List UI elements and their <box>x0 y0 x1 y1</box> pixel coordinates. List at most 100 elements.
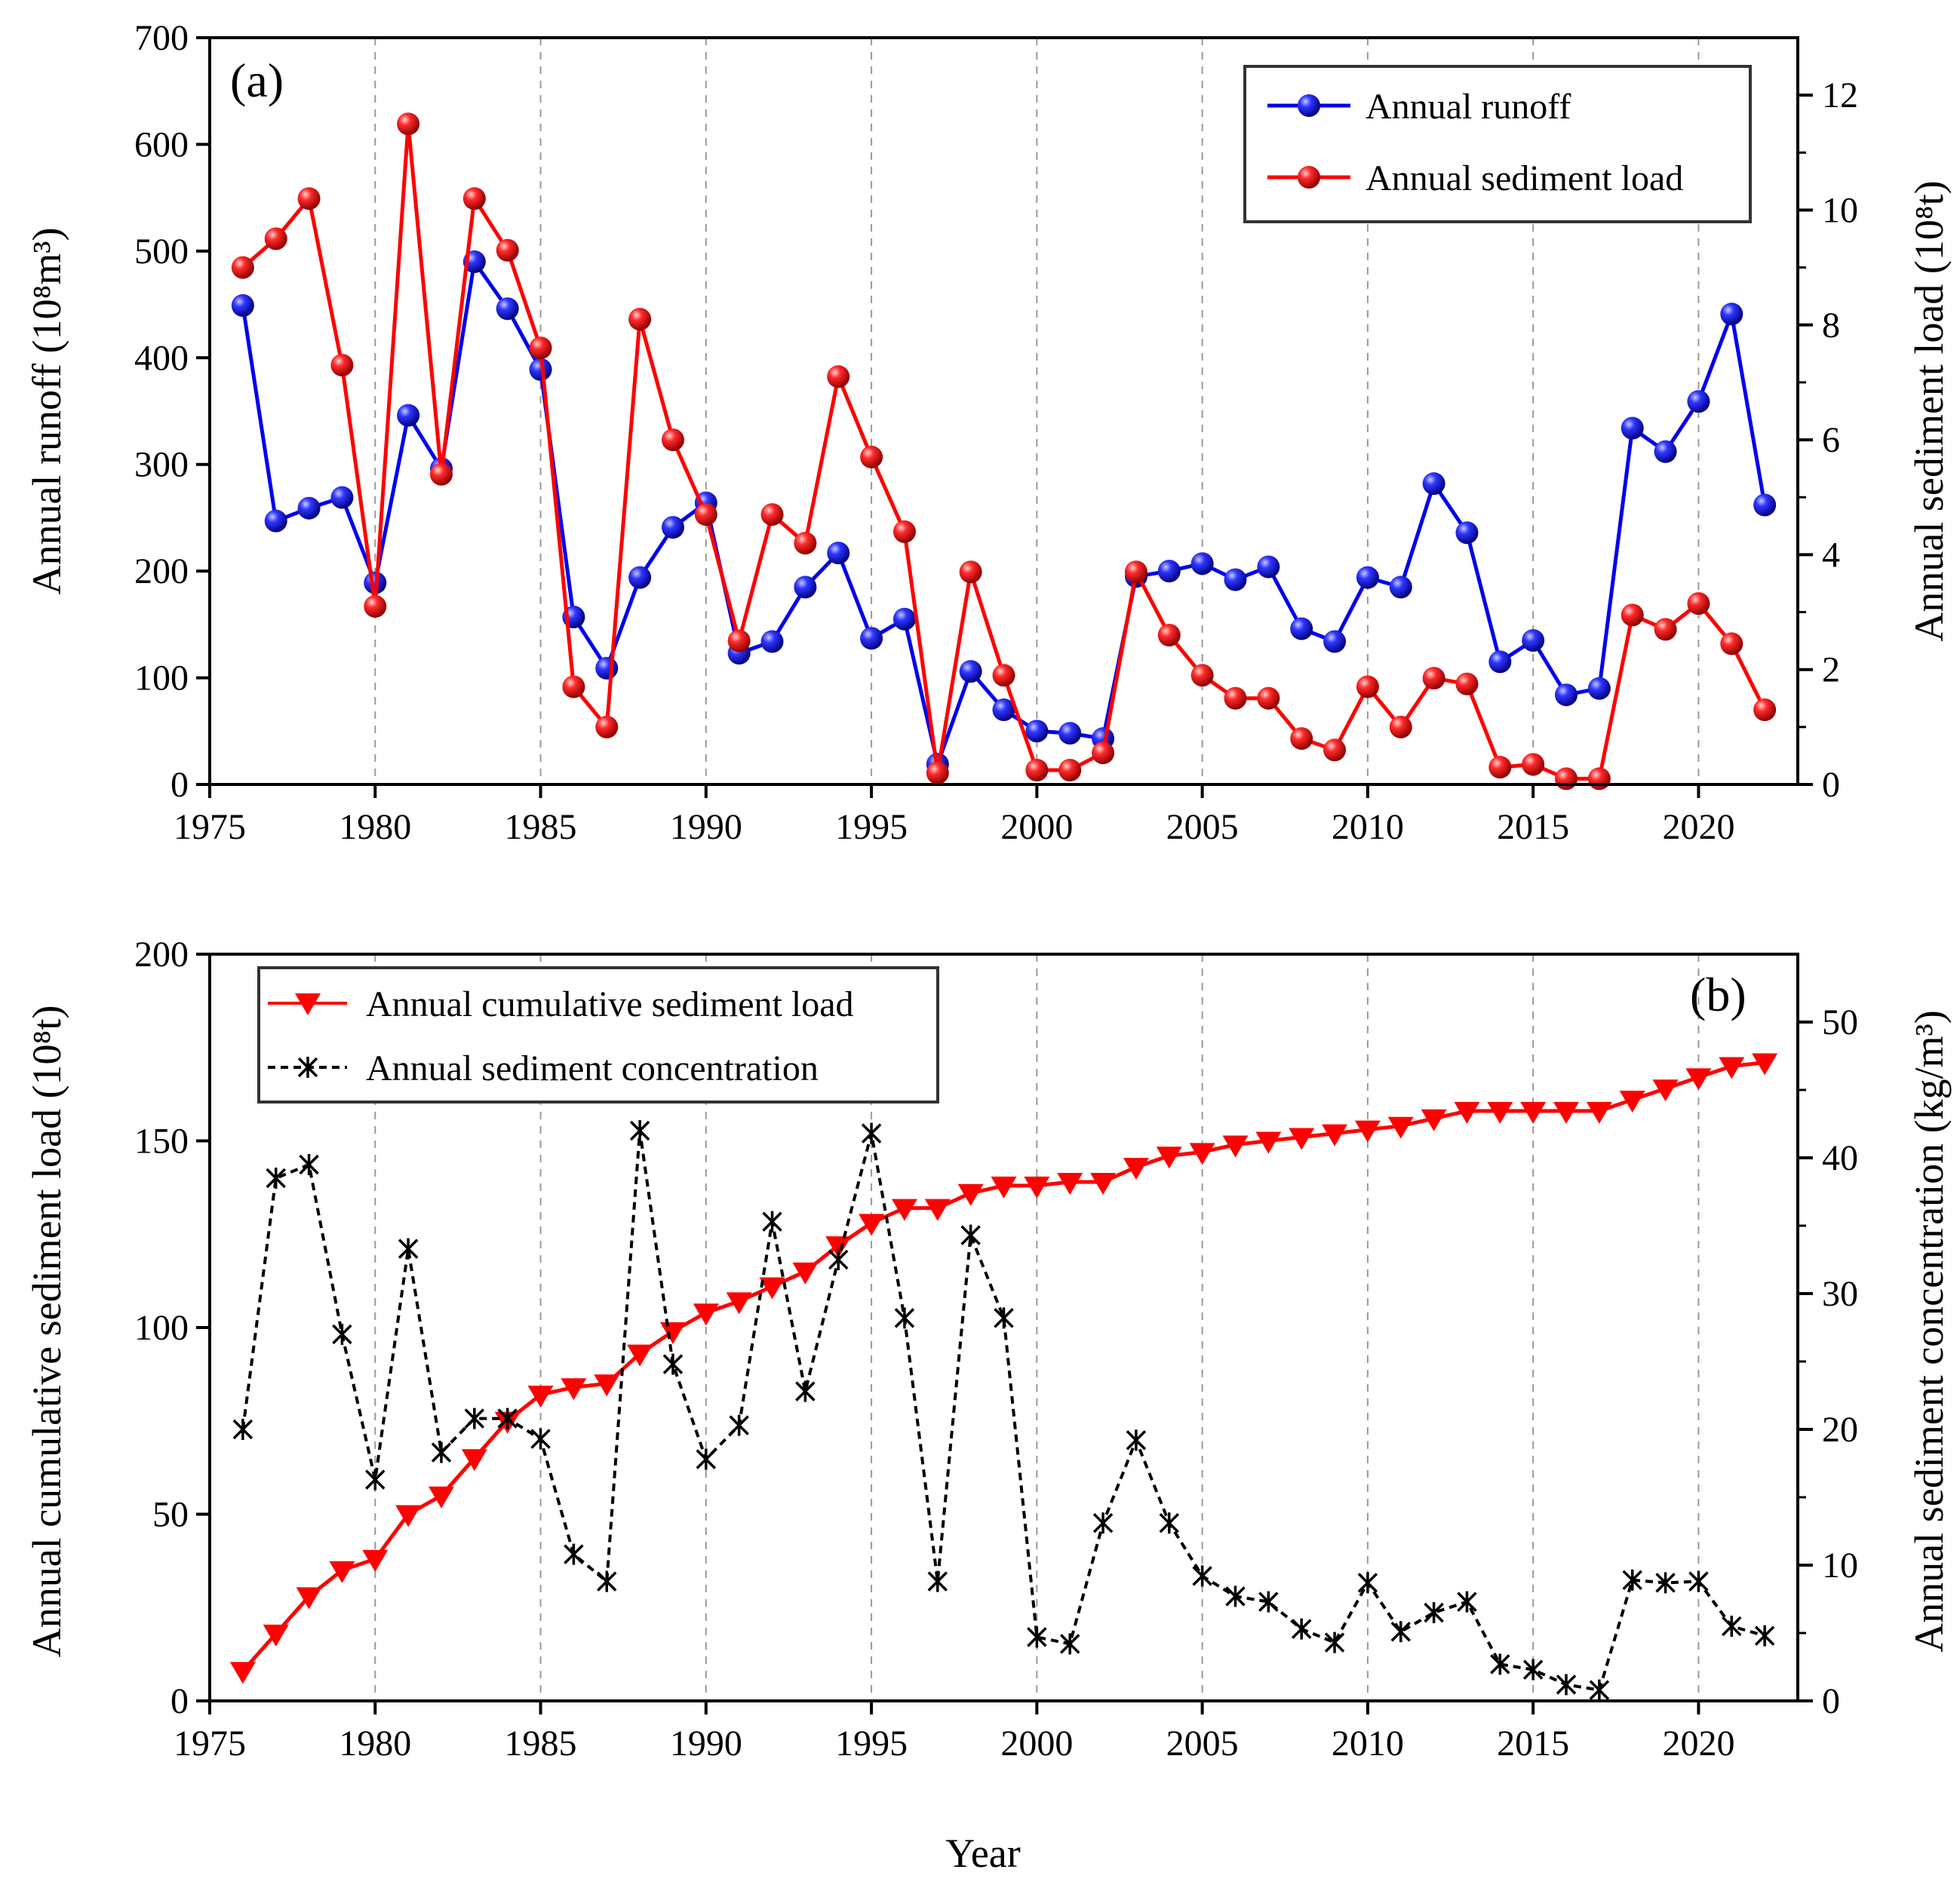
point-annual-sediment-load-2011 <box>1389 715 1412 738</box>
point-annual-sediment-load-2002 <box>1092 741 1115 765</box>
panel-a-y2-tick-label: 0 <box>1822 765 1840 805</box>
point-annual-sediment-load-1988 <box>628 308 652 331</box>
panel-b-x-tick-label: 2000 <box>1000 1724 1073 1764</box>
point-annual-sediment-load-1987 <box>595 715 619 738</box>
panel-a-y-tick-label: 300 <box>134 445 189 485</box>
panel-b-y-tick-label: 200 <box>134 935 189 975</box>
panel-b-x-tick-label: 1995 <box>835 1724 908 1764</box>
panel-b-x-tick-label: 1975 <box>174 1724 246 1764</box>
panel-a-legend-box <box>1243 65 1752 223</box>
point-annual-cumulative-sediment-load-1994 <box>825 1236 852 1259</box>
point-annual-sediment-load-2016 <box>1555 767 1578 790</box>
panel-a-x-tick-label: 2000 <box>1000 807 1073 847</box>
panel-a-series <box>231 112 1777 790</box>
point-annual-cumulative-sediment-load-1993 <box>792 1262 819 1285</box>
panel-b-y2-tick-label: 40 <box>1822 1138 1858 1178</box>
point-annual-cumulative-sediment-load-1988 <box>627 1344 653 1367</box>
point-annual-sediment-concentration-2004 <box>1159 1512 1180 1534</box>
point-annual-sediment-load-2001 <box>1058 758 1082 781</box>
point-annual-cumulative-sediment-load-1995 <box>859 1214 885 1236</box>
point-annual-runoff-1987 <box>595 656 619 680</box>
panel-b-series <box>229 1053 1778 1701</box>
legend-annual-cumulative-sediment-load-marker <box>295 993 321 1015</box>
panel-a-y-tick-label: 500 <box>134 232 189 272</box>
panel-a-y-axis-label: Annual runoff (10⁸m³) <box>24 228 69 595</box>
point-annual-sediment-load-2006 <box>1224 686 1247 710</box>
point-annual-cumulative-sediment-load-2007 <box>1255 1131 1282 1154</box>
panel-a-x-tick-label: 2015 <box>1497 807 1569 847</box>
panel-a-y-tick-label: 100 <box>134 658 189 698</box>
point-annual-cumulative-sediment-load-1977 <box>263 1624 289 1647</box>
point-annual-runoff-2020 <box>1687 390 1710 413</box>
point-annual-sediment-concentration-2000 <box>1027 1626 1047 1648</box>
point-annual-cumulative-sediment-load-1990 <box>693 1303 719 1326</box>
point-annual-runoff-2022 <box>1753 493 1777 517</box>
point-annual-sediment-load-1986 <box>562 675 585 698</box>
point-annual-sediment-concentration-2006 <box>1225 1585 1246 1607</box>
point-annual-cumulative-sediment-load-2011 <box>1387 1116 1414 1139</box>
point-annual-sediment-concentration-2003 <box>1126 1429 1147 1451</box>
panel-a-x-tick-label: 1995 <box>835 807 908 847</box>
point-annual-sediment-concentration-2011 <box>1390 1621 1411 1643</box>
panel-a-y2-tick-label: 2 <box>1822 650 1840 690</box>
panel-a-y-tick-label: 400 <box>134 338 189 378</box>
panel-a-label: (a) <box>230 54 284 107</box>
point-annual-sediment-concentration-2015 <box>1522 1659 1544 1681</box>
point-annual-runoff-1978 <box>297 496 321 520</box>
point-annual-cumulative-sediment-load-2004 <box>1156 1147 1182 1169</box>
point-annual-sediment-concentration-1976 <box>232 1419 253 1440</box>
point-annual-sediment-load-2020 <box>1687 592 1710 615</box>
point-annual-runoff-2014 <box>1488 650 1512 674</box>
point-annual-cumulative-sediment-load-2017 <box>1586 1101 1612 1124</box>
panel-a-y-tick-label: 700 <box>134 18 189 58</box>
panel-b-x-tick-label: 1980 <box>339 1724 411 1764</box>
panel-a-x-tick-label: 1975 <box>174 807 246 847</box>
point-annual-runoff-2011 <box>1389 576 1412 599</box>
point-annual-runoff-1989 <box>661 516 684 539</box>
panel-a-ticks: 1975 1980 1985 1990 1995 2000 2005 2010 2015 2020… <box>134 18 1858 847</box>
point-annual-cumulative-sediment-load-1981 <box>395 1505 422 1527</box>
legend-annual-sediment-concentration-label: Annual sediment concentration <box>366 1048 819 1088</box>
point-annual-sediment-concentration-1995 <box>861 1122 882 1144</box>
point-annual-runoff-2018 <box>1621 416 1644 440</box>
point-annual-cumulative-sediment-load-1987 <box>594 1374 620 1397</box>
point-annual-sediment-concentration-1982 <box>431 1441 452 1463</box>
point-annual-runoff-1984 <box>496 297 519 321</box>
point-annual-cumulative-sediment-load-2000 <box>1024 1176 1050 1199</box>
point-annual-sediment-concentration-2013 <box>1457 1591 1477 1613</box>
point-annual-sediment-concentration-1977 <box>266 1168 286 1189</box>
point-annual-sediment-concentration-2010 <box>1357 1572 1378 1594</box>
point-annual-sediment-load-2008 <box>1290 727 1313 751</box>
point-annual-cumulative-sediment-load-1986 <box>561 1378 587 1401</box>
point-annual-runoff-2017 <box>1587 677 1611 700</box>
point-annual-sediment-load-2004 <box>1157 624 1181 646</box>
panel-b-x-tick-label: 2015 <box>1497 1724 1569 1764</box>
point-annual-sediment-load-1999 <box>992 664 1015 687</box>
point-annual-sediment-concentration-1978 <box>299 1154 319 1175</box>
point-annual-sediment-concentration-1980 <box>365 1469 386 1490</box>
point-annual-runoff-1985 <box>529 358 552 381</box>
point-annual-sediment-concentration-2017 <box>1589 1679 1610 1701</box>
point-annual-runoff-1981 <box>397 404 420 427</box>
point-annual-sediment-concentration-2020 <box>1688 1570 1709 1592</box>
panel-b-label: (b) <box>1690 968 1746 1021</box>
point-annual-sediment-load-2017 <box>1587 767 1611 790</box>
panel-a-x-tick-label: 2010 <box>1332 807 1404 847</box>
point-annual-cumulative-sediment-load-1983 <box>461 1449 487 1472</box>
point-annual-sediment-load-1983 <box>462 187 486 210</box>
panel-b-y2-tick-label: 0 <box>1822 1681 1840 1721</box>
point-annual-sediment-load-1997 <box>926 761 949 784</box>
point-annual-runoff-2007 <box>1257 555 1280 579</box>
panel-b-y-tick-label: 150 <box>134 1122 189 1162</box>
panel-b-y2-axis-label: Annual sediment concentration (kg/m³) <box>1906 1010 1952 1652</box>
panel-b-y-tick-label: 100 <box>134 1308 189 1348</box>
point-annual-cumulative-sediment-load-1985 <box>527 1386 554 1408</box>
series-annual-runoff-line <box>241 259 1767 766</box>
panel-a-y2-tick-label: 4 <box>1822 535 1840 575</box>
point-annual-cumulative-sediment-load-1976 <box>229 1662 256 1684</box>
point-annual-sediment-concentration-1979 <box>332 1324 352 1345</box>
point-annual-cumulative-sediment-load-1980 <box>362 1549 389 1572</box>
point-annual-sediment-load-2009 <box>1323 738 1347 762</box>
point-annual-sediment-concentration-1985 <box>530 1428 551 1450</box>
point-annual-sediment-concentration-2022 <box>1754 1625 1775 1647</box>
